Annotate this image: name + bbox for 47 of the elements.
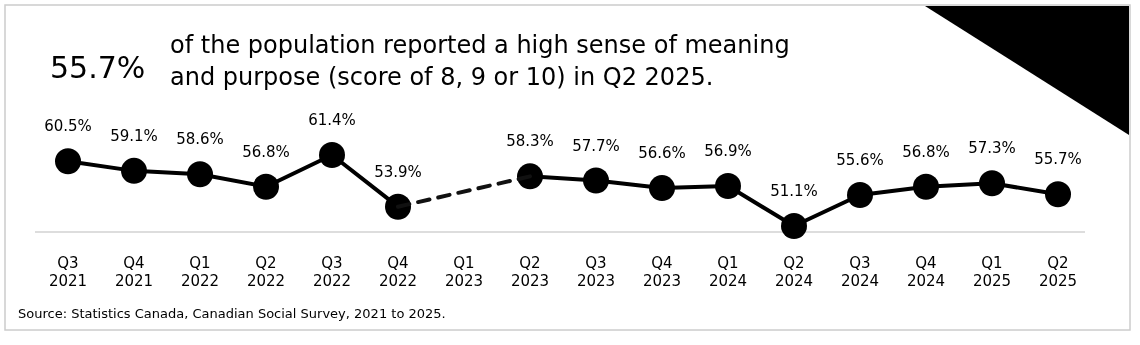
x-tick-label: Q2 2025 <box>1038 254 1078 290</box>
point <box>649 175 675 202</box>
x-tick-label: Q1 2025 <box>972 254 1012 290</box>
x-tick-label: Q3 2022 <box>312 254 352 290</box>
data-label: 61.4% <box>308 111 356 129</box>
x-tick-label: Q4 2023 <box>642 254 682 290</box>
data-label: 51.1% <box>770 182 818 200</box>
data-label: 55.6% <box>836 150 884 169</box>
x-tick-label: Q1 2023 <box>444 254 484 290</box>
x-tick-label: Q2 2022 <box>246 254 286 290</box>
data-label: 55.7% <box>1034 150 1082 169</box>
data-label: 60.5% <box>44 117 92 136</box>
point <box>913 173 939 200</box>
source-note: Source: Statistics Canada, Canadian Social Survey, 2021 to 2025. <box>18 306 446 321</box>
point <box>979 170 1005 197</box>
x-tick-label: Q2 2023 <box>510 254 550 290</box>
point <box>1045 181 1071 208</box>
point <box>583 167 609 194</box>
chart-title: 55.7% <box>50 50 146 85</box>
point <box>55 148 81 175</box>
x-tick-label: Q1 2022 <box>180 254 220 290</box>
data-label: 56.8% <box>902 142 950 161</box>
data-label: 58.3% <box>506 132 554 151</box>
point <box>187 161 213 188</box>
point <box>121 157 147 184</box>
point <box>781 213 807 239</box>
data-label: 58.6% <box>176 130 224 149</box>
x-tick-label: Q1 2024 <box>708 254 748 290</box>
x-tick-label: Q3 2021 <box>48 254 88 290</box>
data-label: 57.7% <box>572 136 620 155</box>
data-label: 56.6% <box>638 144 686 163</box>
point <box>253 173 279 200</box>
point <box>319 142 345 168</box>
point <box>715 173 741 200</box>
x-tick-label: Q4 2024 <box>906 254 946 290</box>
x-tick-label: Q3 2023 <box>576 254 616 290</box>
x-tick-label: Q2 2024 <box>774 254 814 290</box>
data-label: 56.8% <box>242 142 290 161</box>
point <box>847 181 873 208</box>
x-tick-label: Q4 2022 <box>378 254 418 290</box>
data-label: 53.9% <box>374 162 422 181</box>
x-tick-label: Q4 2021 <box>114 254 154 290</box>
x-tick-label: Q3 2024 <box>840 254 880 290</box>
chart-subtitle: of the population reported a high sense of meaning and purpose (score of 8, 9 or 10) in Q2 2025. <box>170 31 790 91</box>
data-label: 59.1% <box>110 126 158 145</box>
data-label: 56.9% <box>704 142 752 161</box>
data-label: 57.3% <box>968 139 1016 158</box>
